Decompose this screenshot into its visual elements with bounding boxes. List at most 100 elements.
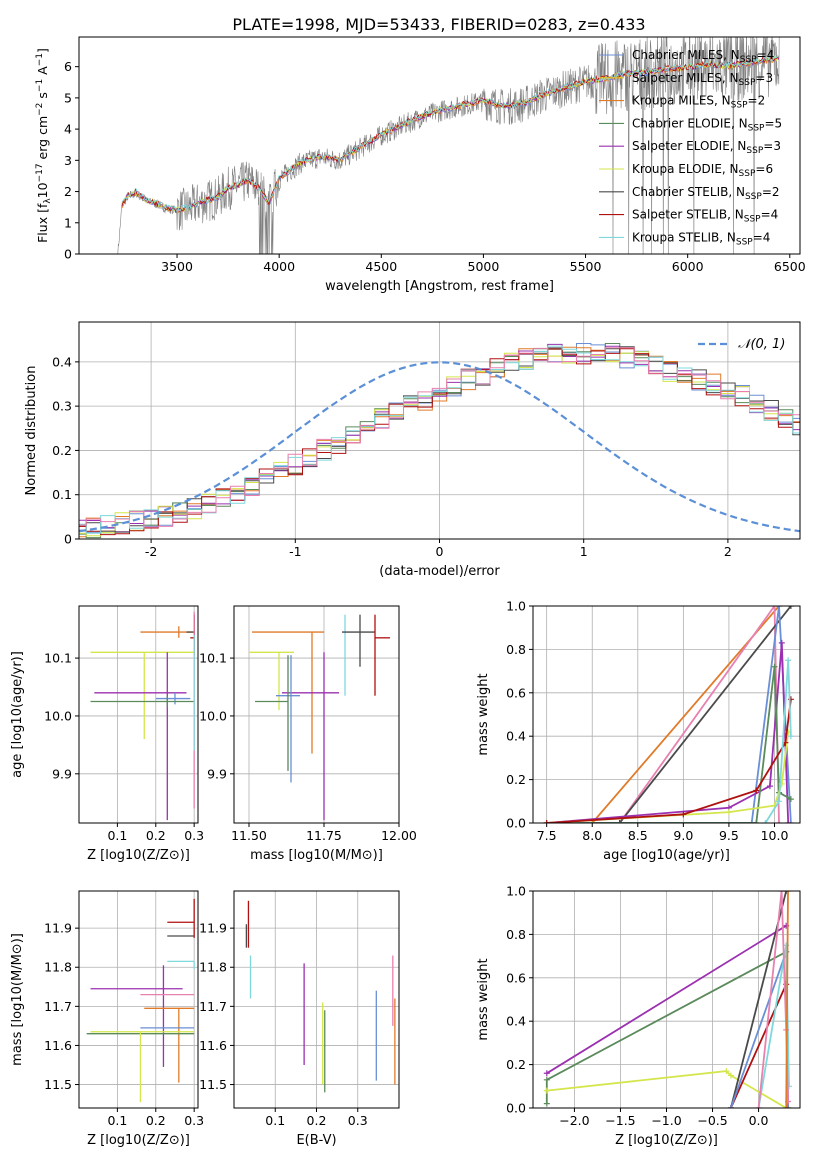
y-tick-label: 11.6	[199, 1038, 227, 1053]
axes-frame	[78, 890, 199, 1109]
y-label-part: −1	[35, 53, 45, 66]
weight-marker	[753, 787, 760, 794]
legend-text: =4	[761, 208, 779, 222]
x-tick-label: 12.00	[381, 828, 417, 843]
error-bar	[90, 695, 195, 708]
x-axis-label: age [log10(age/yr)]	[603, 848, 730, 863]
legend-sub: SSP	[740, 55, 757, 65]
error-bar	[144, 1007, 195, 1083]
error-bar	[167, 898, 195, 938]
legend-label: Chabrier ELODIE, NSSP=5	[632, 116, 782, 133]
y-label-part: −17	[35, 163, 45, 182]
plot-area	[86, 898, 195, 1103]
y-tick-label: 0.6	[506, 685, 526, 700]
legend-text: Chabrier ELODIE, N	[632, 116, 748, 130]
legend-sub: SSP	[739, 78, 756, 88]
weight-marker	[543, 820, 550, 823]
y-tick-label: 3	[64, 153, 72, 168]
legend-sub: SSP	[748, 123, 765, 133]
weight-marker	[783, 891, 790, 894]
y-label-part: −1	[35, 79, 45, 92]
y-axis-label: age [log10(age/yr)]	[10, 651, 25, 778]
x-tick-label: 0.0	[749, 1113, 769, 1128]
x-tick-label: 8.5	[628, 828, 648, 843]
legend-sub: SSP	[745, 192, 762, 202]
weight-marker	[616, 820, 623, 823]
weight-marker	[771, 663, 778, 670]
legend-label: Chabrier MILES, NSSP=4	[632, 48, 774, 65]
error-bar	[140, 626, 195, 638]
plot-area	[245, 900, 396, 1093]
panel-residuals: -2 -1 0 1 2 0 0.1 0.2 0.3 0.4 (data-model)/error No…	[24, 321, 801, 579]
weight-marker	[776, 798, 783, 805]
error-bar	[94, 652, 187, 821]
y-tick-label: 0.6	[506, 970, 526, 985]
weight-marker	[723, 1068, 730, 1075]
weight-line	[546, 731, 790, 823]
x-tick-label: 9.0	[673, 828, 693, 843]
axes-frame	[78, 321, 801, 540]
weight-marker	[680, 811, 687, 818]
y-tick-label: 11.7	[44, 999, 72, 1014]
legend-text: Chabrier MILES, N	[632, 48, 740, 62]
legend-text: =5	[764, 116, 782, 130]
legend-sub: SSP	[746, 146, 763, 156]
y-tick-label: 0.8	[506, 927, 526, 942]
y-tick-label: 0	[64, 247, 72, 262]
weight-line	[618, 606, 792, 823]
panel-mass_weight_vs_Z: −2.0 −1.5 −1.0 −0.5 0.0 0.0 0.2 0.4 0.6 0.8 1.0 Z […	[476, 884, 801, 1148]
legend-label: Salpeter STELIB, NSSP=4	[632, 208, 778, 225]
legend-sub: SSP	[744, 215, 761, 225]
legend-text: =2	[748, 94, 766, 108]
weight-line	[764, 660, 792, 823]
axes-frame	[78, 605, 199, 824]
model-spectrum	[121, 55, 779, 213]
legend-text: =6	[755, 162, 773, 176]
y-tick-label: 0.0	[506, 816, 526, 831]
y-tick-label: 1.0	[506, 884, 526, 899]
weight-marker	[543, 1076, 550, 1083]
y-axis-label: Flux [fλ10−17 erg cm−2 s−1 A−1]	[35, 48, 53, 243]
histogram-step	[79, 348, 800, 536]
weight-marker	[785, 1105, 792, 1108]
y-tick-label: 6	[64, 59, 72, 74]
weight-line	[546, 642, 790, 823]
y-tick-label: 0.4	[506, 1014, 526, 1029]
weight-marker	[787, 796, 794, 803]
weight-marker	[776, 820, 783, 823]
x-tick-label: 0.2	[307, 1113, 327, 1128]
y-tick-label: 10.1	[199, 651, 227, 666]
panels: 3500 4000 4500 5000 5500 6000 6500 0 1 2 3 4 5 6 wavel…	[10, 36, 806, 1148]
plot-area	[117, 37, 780, 254]
x-axis-label: Z [log10(Z/Z⊙)]	[615, 1133, 718, 1148]
y-tick-label: 0.0	[506, 1101, 526, 1116]
panel-mass_vs_ebv: 0.1 0.2 0.3 11.5 11.6 11.7 11.8 11.9 E(B-V)	[199, 890, 400, 1148]
y-tick-label: 11.5	[199, 1077, 227, 1092]
x-tick-label: 6000	[672, 259, 704, 274]
panel-mass_weight_vs_age: 7.5 8.0 8.5 9.0 9.5 10.0 0.0 0.2 0.4 0.6 0.8 1.0 age…	[476, 599, 801, 863]
weight-marker	[787, 606, 794, 609]
y-tick-label: 0	[64, 532, 72, 547]
panel-age_vs_mass: 11.50 11.75 12.00 9.9 10.0 10.1 mass [log10(M/…	[199, 605, 417, 863]
y-axis-label: Normed distribution	[24, 366, 39, 496]
panel-age_vs_Z: 0.1 0.2 0.3 9.9 10.0 10.1 Z [log10(Z/Z⊙)] age […	[10, 605, 204, 863]
legend-text: Kroupa ELODIE, N	[632, 162, 739, 176]
weight-line	[730, 983, 789, 1108]
x-tick-label: 5000	[468, 259, 500, 274]
x-tick-label: 4500	[365, 259, 397, 274]
histogram-step	[79, 343, 800, 533]
weight-line	[546, 1070, 787, 1108]
y-axis-label: mass weight	[476, 673, 491, 755]
histogram-step	[79, 343, 800, 539]
y-label-part: erg cm	[35, 116, 50, 164]
x-tick-label: 11.50	[231, 828, 267, 843]
y-label-part: Flux [f	[35, 203, 50, 243]
y-tick-label: 11.9	[199, 921, 227, 936]
x-tick-label: 3500	[161, 259, 193, 274]
y-tick-label: 1.0	[506, 599, 526, 614]
y-label-part: ]	[35, 48, 50, 53]
error-bar	[186, 614, 195, 650]
y-label-part: λ	[43, 198, 53, 204]
error-bar	[167, 960, 195, 970]
